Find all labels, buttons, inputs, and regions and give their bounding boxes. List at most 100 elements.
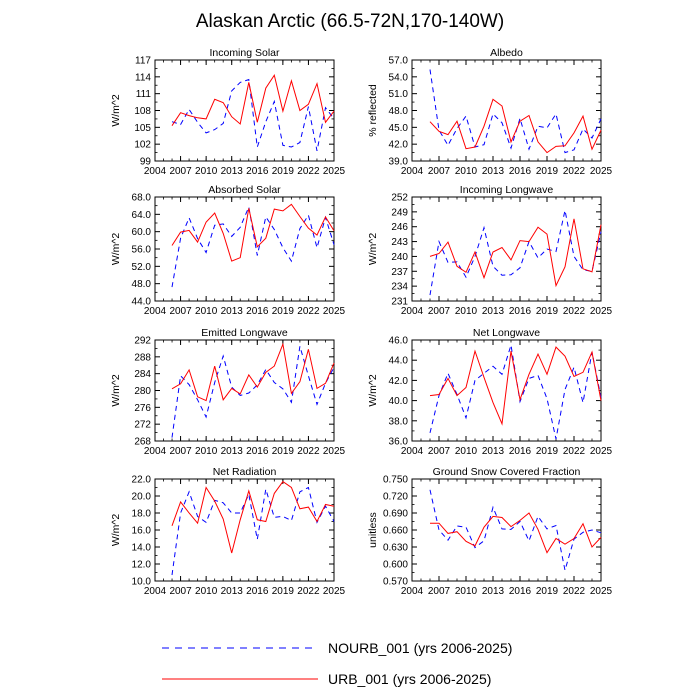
y-tick-label: 12.0 — [132, 560, 152, 571]
y-tick-label: 280 — [134, 386, 151, 397]
y-tick-label: 108 — [134, 106, 151, 117]
x-tick-label: 2019 — [272, 586, 295, 597]
series-line-nourb — [171, 205, 335, 288]
y-tick-label: 292 — [134, 336, 151, 347]
y-axis-label: W/m^2 — [367, 233, 379, 266]
y-tick-label: 44.0 — [389, 356, 409, 367]
x-tick-label: 2025 — [323, 306, 346, 317]
y-tick-label: 284 — [134, 369, 151, 380]
x-tick-label: 2010 — [195, 166, 218, 177]
y-tick-label: 60.0 — [132, 227, 152, 238]
y-tick-label: 22.0 — [132, 475, 152, 486]
x-tick-label: 2007 — [428, 166, 451, 177]
x-tick-label: 2019 — [536, 166, 559, 177]
y-tick-label: 42.0 — [389, 140, 409, 151]
x-tick-label: 2019 — [272, 306, 295, 317]
x-tick-label: 2022 — [297, 306, 320, 317]
y-tick-label: 288 — [134, 352, 151, 363]
x-tick-label: 2022 — [297, 166, 320, 177]
x-tick-label: 2010 — [455, 166, 478, 177]
axes-frame — [411, 59, 602, 162]
y-tick-label: 117 — [135, 56, 151, 67]
x-tick-label: 2007 — [169, 446, 192, 457]
x-tick-label: 2019 — [536, 446, 559, 457]
x-tick-label: 2016 — [509, 586, 532, 597]
x-tick-label: 2010 — [195, 446, 218, 457]
y-tick-label: 252 — [391, 193, 408, 204]
y-tick-label: 99 — [140, 157, 152, 168]
x-tick-label: 2013 — [482, 166, 505, 177]
y-tick-label: 0.630 — [383, 543, 408, 554]
figure-title: Alaskan Arctic (66.5-72N,170-140W) — [196, 11, 504, 32]
y-tick-label: 20.0 — [132, 492, 152, 503]
x-tick-label: 2010 — [195, 586, 218, 597]
panel-title: Ground Snow Covered Fraction — [433, 466, 581, 478]
series-line-urb — [171, 73, 335, 126]
x-tick-label: 2016 — [509, 446, 532, 457]
x-tick-label: 2013 — [482, 446, 505, 457]
x-tick-label: 2019 — [536, 306, 559, 317]
y-tick-label: 45.0 — [389, 123, 409, 134]
series-line-urb — [171, 480, 335, 554]
y-tick-label: 57.0 — [389, 56, 409, 67]
y-tick-label: 111 — [136, 89, 152, 100]
y-tick-label: 114 — [135, 72, 151, 83]
x-tick-label: 2019 — [272, 446, 295, 457]
y-tick-label: 0.720 — [383, 492, 408, 503]
x-tick-label: 2022 — [563, 166, 586, 177]
series-line-urb — [429, 98, 602, 154]
x-tick-label: 2025 — [323, 166, 346, 177]
x-tick-label: 2007 — [169, 306, 192, 317]
y-tick-label: 102 — [134, 140, 151, 151]
y-tick-label: 52.0 — [132, 262, 152, 273]
x-tick-label: 2010 — [455, 586, 478, 597]
x-tick-label: 2016 — [246, 306, 269, 317]
x-tick-label: 2004 — [144, 306, 167, 317]
panel-4: Incoming Longwave 2004 2007 2010 2013 2016 201… — [367, 184, 613, 317]
y-tick-label: 10.0 — [132, 577, 152, 588]
y-tick-label: 39.0 — [389, 157, 409, 168]
y-tick-label: 0.600 — [383, 560, 408, 571]
x-tick-label: 2019 — [536, 586, 559, 597]
x-tick-label: 2013 — [221, 446, 244, 457]
y-tick-label: 18.0 — [132, 509, 152, 520]
y-tick-label: 48.0 — [132, 279, 152, 290]
panel-title: Net Longwave — [473, 327, 540, 339]
x-tick-label: 2013 — [482, 306, 505, 317]
panel-2: Albedo 2004 2007 2010 2013 2016 2019 2022 2025 39… — [367, 47, 613, 177]
series-line-nourb — [429, 344, 602, 440]
panel-6: Net Longwave 2004 2007 2010 2013 2016 2019 2022… — [367, 327, 613, 457]
series-line-nourb — [429, 69, 602, 154]
x-tick-label: 2007 — [428, 446, 451, 457]
y-tick-label: 56.0 — [132, 245, 152, 256]
y-axis-label: W/m^2 — [110, 233, 122, 266]
x-tick-label: 2016 — [509, 306, 532, 317]
x-tick-label: 2016 — [509, 166, 532, 177]
panel-title: Emitted Longwave — [201, 327, 288, 339]
x-tick-label: 2004 — [401, 586, 424, 597]
y-tick-label: 44.0 — [132, 297, 152, 308]
legend-label-urb: URB_001 (yrs 2006-2025) — [328, 671, 491, 687]
axes-frame — [154, 478, 335, 582]
panel-8: Ground Snow Covered Fraction 2004 2007 2010… — [367, 466, 613, 597]
x-tick-label: 2022 — [563, 306, 586, 317]
y-tick-label: 0.750 — [383, 475, 408, 486]
x-tick-label: 2013 — [221, 166, 244, 177]
x-tick-label: 2004 — [144, 166, 167, 177]
series-line-urb — [429, 346, 602, 426]
series-line-urb — [171, 342, 335, 402]
x-tick-label: 2025 — [323, 446, 346, 457]
y-tick-label: 54.0 — [389, 72, 409, 83]
x-tick-label: 2004 — [401, 446, 424, 457]
x-tick-label: 2025 — [323, 586, 346, 597]
panel-title: Absorbed Solar — [208, 184, 281, 196]
y-tick-label: 268 — [134, 437, 151, 448]
x-tick-label: 2004 — [401, 166, 424, 177]
y-tick-label: 237 — [391, 267, 408, 278]
axes-frame — [411, 478, 602, 582]
x-tick-label: 2025 — [590, 586, 613, 597]
y-tick-label: 48.0 — [389, 106, 409, 117]
x-tick-label: 2025 — [590, 306, 613, 317]
series-line-urb — [429, 218, 602, 288]
